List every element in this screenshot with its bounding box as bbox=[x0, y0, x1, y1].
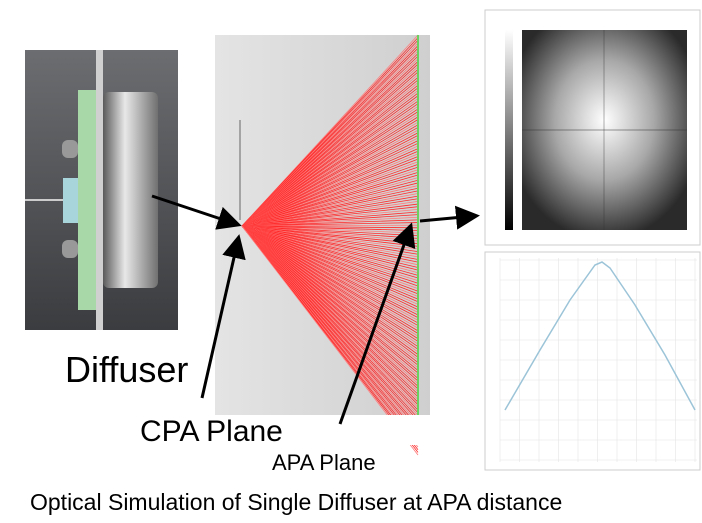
ray bbox=[241, 225, 419, 287]
cpa-plane-label: CPA Plane bbox=[140, 415, 283, 448]
ray bbox=[241, 198, 419, 227]
ray bbox=[241, 166, 419, 227]
ray bbox=[241, 164, 419, 227]
ray bbox=[241, 225, 419, 282]
ray bbox=[241, 206, 419, 227]
ray bbox=[241, 224, 419, 227]
ray bbox=[241, 225, 419, 231]
ray bbox=[241, 225, 419, 260]
ray bbox=[241, 225, 419, 229]
ray bbox=[241, 174, 419, 227]
ray bbox=[241, 225, 419, 289]
ray bbox=[241, 190, 419, 227]
ray bbox=[241, 225, 419, 276]
ray bbox=[241, 225, 419, 237]
ray bbox=[241, 225, 419, 247]
ray bbox=[241, 156, 419, 227]
ray bbox=[241, 225, 419, 234]
ray bbox=[241, 225, 419, 258]
ray bbox=[241, 211, 419, 227]
ray bbox=[241, 161, 419, 227]
ray bbox=[241, 177, 419, 227]
ray bbox=[241, 225, 419, 242]
ray bbox=[241, 225, 419, 271]
ray bbox=[241, 150, 419, 227]
irradiance-profile bbox=[484, 251, 701, 471]
irradiance-map bbox=[484, 9, 701, 246]
ray bbox=[241, 193, 419, 227]
ray bbox=[241, 179, 419, 227]
arrows bbox=[151, 194, 480, 425]
ray bbox=[241, 225, 419, 255]
ray bbox=[241, 225, 419, 245]
caption: Optical Simulation of Single Diffuser at… bbox=[30, 489, 562, 515]
ray bbox=[241, 208, 419, 227]
ray bbox=[241, 225, 419, 279]
ray bbox=[241, 203, 419, 227]
ray bbox=[241, 225, 419, 292]
ray bbox=[241, 169, 419, 227]
ray bbox=[241, 171, 419, 227]
ray bbox=[241, 225, 419, 295]
ray bbox=[241, 142, 419, 227]
ray bbox=[241, 225, 419, 239]
mask bbox=[215, 415, 430, 445]
ray bbox=[241, 185, 419, 227]
ray bbox=[241, 153, 419, 227]
ray bbox=[241, 158, 419, 227]
ray bbox=[241, 225, 419, 252]
ray bbox=[241, 216, 419, 227]
ray bbox=[241, 225, 419, 284]
ray bbox=[241, 225, 419, 250]
apa-plane-label: APA Plane bbox=[272, 450, 376, 475]
ray bbox=[241, 219, 419, 227]
ray bbox=[241, 182, 419, 227]
ray bbox=[241, 145, 419, 227]
ray bbox=[241, 148, 419, 227]
ray-trace bbox=[215, 34, 430, 456]
ray bbox=[241, 214, 419, 227]
ray bbox=[241, 222, 419, 227]
ray bbox=[241, 195, 419, 227]
ray bbox=[241, 225, 419, 268]
ray bbox=[241, 225, 419, 274]
ray bbox=[241, 225, 419, 263]
diffuser-model bbox=[25, 50, 178, 330]
ray bbox=[241, 201, 419, 227]
ray bbox=[241, 187, 419, 227]
diffuser-label: Diffuser bbox=[65, 349, 188, 390]
ray bbox=[241, 225, 419, 266]
